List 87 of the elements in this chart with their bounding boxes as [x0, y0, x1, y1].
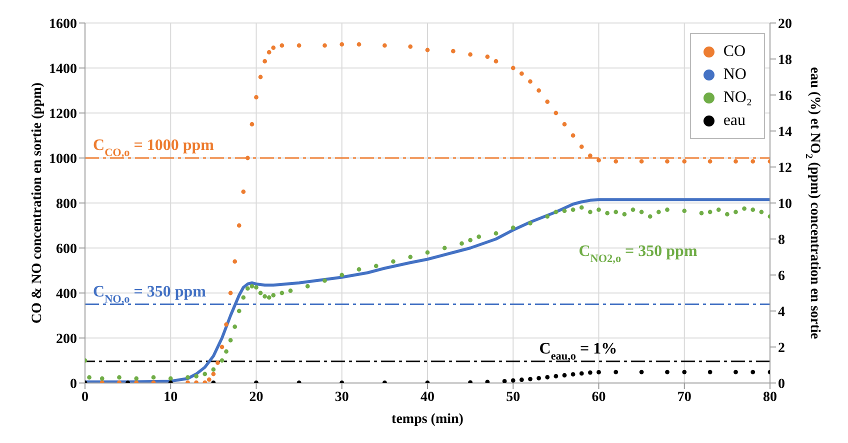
legend-label: CO: [723, 42, 746, 62]
legend-label: eau: [723, 111, 746, 131]
point: [494, 59, 498, 64]
x-tick-label: 60: [592, 390, 606, 405]
y2-tick-label: 2: [778, 340, 785, 356]
x-tick-label: 40: [420, 390, 434, 405]
point: [570, 133, 576, 138]
x-axis-title: temps (min): [392, 412, 464, 427]
x-tick-label: 20: [249, 390, 264, 405]
legend-label: NO₂: [723, 88, 752, 108]
point: [232, 259, 238, 264]
point: [228, 290, 233, 296]
x-tick-label: 70: [677, 390, 692, 405]
y2-tick-label: 10: [778, 196, 792, 212]
point: [614, 159, 618, 164]
y-tick-label: 0: [70, 376, 77, 392]
y2-tick-label: 18: [778, 52, 792, 68]
point: [545, 100, 550, 104]
x-tick-label: 30: [334, 390, 349, 405]
point: [708, 159, 712, 164]
point: [510, 66, 516, 70]
point: [750, 159, 756, 164]
point: [382, 43, 387, 48]
y2-tick-label: 20: [778, 16, 792, 32]
ref-line-label: C$_{eau,o}$ = 1%: [539, 340, 618, 362]
point: [554, 110, 558, 116]
y-tick-label: 800: [56, 196, 77, 212]
y-tick-label: 1000: [49, 152, 77, 167]
annotation: C$_{NO2,o}$ = 350 ppm: [578, 243, 698, 265]
point: [468, 52, 473, 57]
point: [216, 360, 220, 365]
point: [665, 159, 670, 164]
y2-tick-label: 0: [778, 376, 785, 392]
y-tick-label: 1400: [49, 62, 77, 77]
legend-label: NO: [723, 65, 746, 85]
point: [211, 372, 216, 376]
point: [236, 223, 242, 228]
point: [220, 344, 224, 350]
point: [425, 48, 430, 52]
y2-tick-label: 12: [778, 160, 792, 176]
point: [271, 46, 276, 50]
point: [280, 43, 284, 48]
y2-tick-label: 8: [778, 232, 785, 248]
point: [250, 122, 254, 126]
y-tick-label: 200: [56, 332, 77, 347]
point: [245, 156, 250, 160]
point: [340, 42, 344, 47]
x-tick-label: 50: [506, 390, 520, 405]
y-axis-title: CO & NO concentration en sortie (ppm): [30, 82, 46, 324]
point: [536, 88, 542, 93]
ref-line-label: C$_{NO,o}$ = 350 ppm: [93, 283, 207, 306]
point: [682, 159, 687, 164]
point: [596, 158, 601, 162]
point: [450, 48, 456, 54]
point: [186, 380, 190, 383]
point: [519, 71, 524, 76]
y-tick-label: 1200: [49, 106, 77, 122]
x-tick-label: 80: [763, 390, 777, 405]
point: [262, 59, 268, 64]
point: [258, 74, 263, 80]
point: [266, 50, 272, 54]
y2-tick-label: 6: [778, 268, 785, 284]
point: [356, 42, 362, 47]
point: [241, 190, 246, 194]
ref-line-label: C$_{CO,o}$ = 1000 ppm: [93, 137, 215, 159]
point: [254, 95, 258, 100]
point: [408, 44, 413, 49]
y2-tick-label: 14: [778, 124, 792, 140]
point: [734, 159, 738, 164]
point: [485, 54, 490, 59]
point: [562, 122, 567, 126]
point: [579, 144, 584, 149]
point: [206, 377, 212, 382]
y2-tick-label: 4: [778, 304, 785, 320]
x-tick-label: 0: [82, 390, 88, 405]
y-tick-label: 600: [56, 242, 77, 257]
y-tick-label: 400: [56, 286, 77, 302]
x-tick-label: 10: [164, 390, 178, 405]
point: [322, 43, 327, 48]
point: [528, 79, 532, 84]
y2-tick-label: 16: [778, 88, 792, 104]
point: [639, 159, 644, 164]
point: [117, 380, 122, 383]
point: [224, 322, 228, 327]
point: [588, 154, 592, 158]
y-tick-label: 1600: [49, 16, 77, 32]
point: [296, 43, 302, 48]
